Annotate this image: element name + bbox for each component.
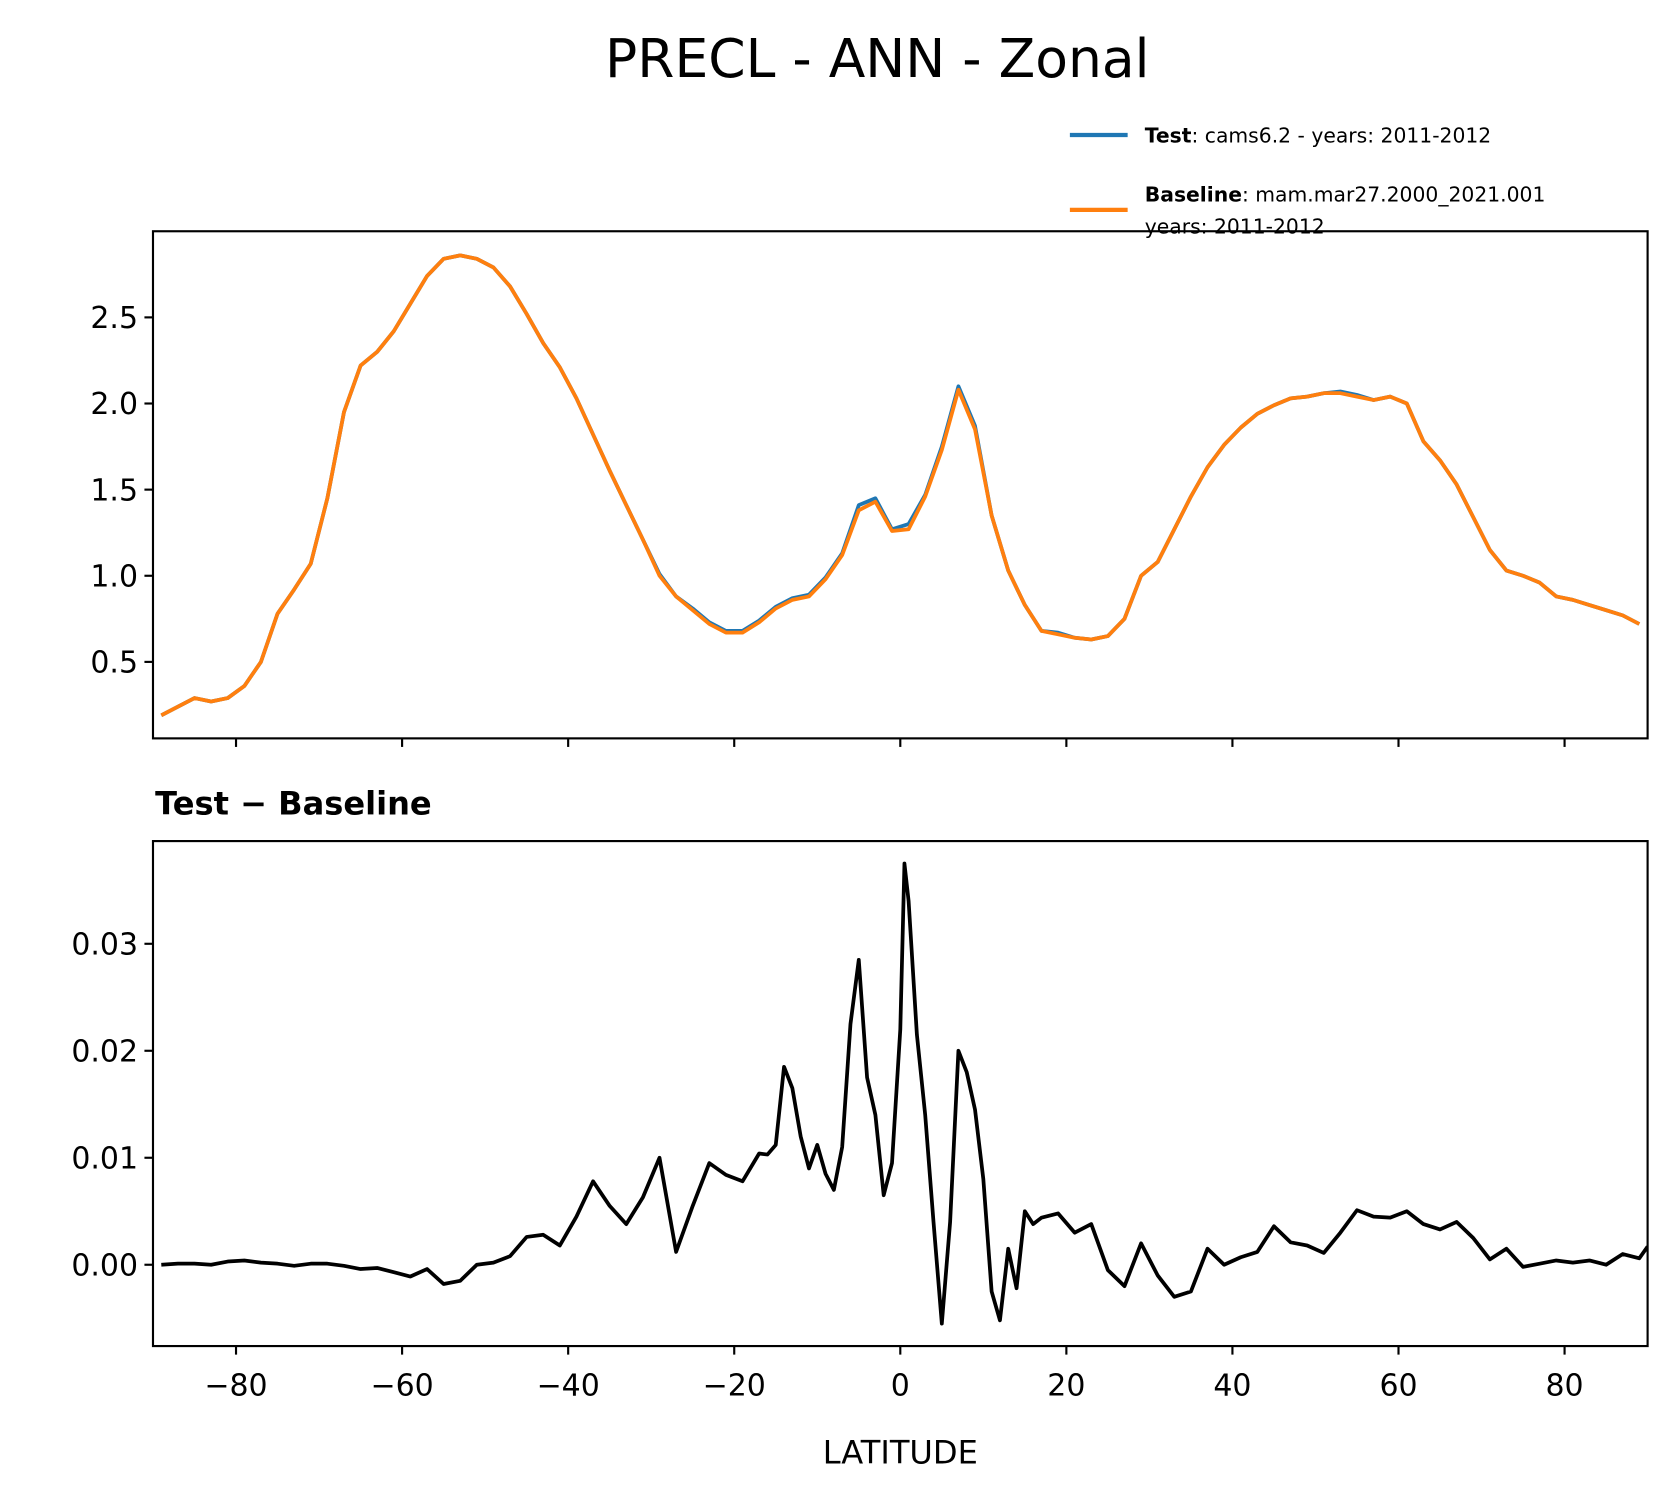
- legend-name: Test: [1145, 123, 1192, 147]
- x-tick-label: −60: [370, 1368, 433, 1403]
- legend-label: Baseline: mam.mar27.2000_2021.001: [1145, 182, 1546, 207]
- y-tick-label: 0.03: [71, 927, 138, 962]
- x-tick-label: −80: [204, 1368, 267, 1403]
- y-tick-label: 2.5: [90, 301, 138, 336]
- legend-description: : mam.mar27.2000_2021.001: [1242, 182, 1545, 207]
- x-tick-label: 60: [1379, 1368, 1417, 1403]
- axes-title: Test − Baseline: [155, 784, 432, 822]
- axes-frame: [151, 840, 1649, 1348]
- x-tick-label: 20: [1047, 1368, 1085, 1403]
- x-tick-label: 0: [891, 1368, 910, 1403]
- y-tick-label: 1.5: [90, 473, 138, 508]
- y-tick-label: 0.5: [90, 646, 138, 681]
- y-tick-label: 2.0: [90, 387, 138, 422]
- legend-label: years: 2011-2012: [1145, 214, 1325, 238]
- x-tick-label: −20: [703, 1368, 766, 1403]
- y-tick-label: 0.00: [71, 1248, 138, 1283]
- y-tick-label: 1.0: [90, 559, 138, 594]
- legend-description: : cams6.2 - years: 2011-2012: [1191, 123, 1491, 147]
- y-tick-label: 0.02: [71, 1034, 138, 1069]
- x-tick-label: 40: [1213, 1368, 1251, 1403]
- legend-label: Test: cams6.2 - years: 2011-2012: [1145, 123, 1491, 147]
- legend-description: years: 2011-2012: [1145, 214, 1325, 238]
- x-tick-label: 80: [1546, 1368, 1584, 1403]
- line-series: [161, 861, 1648, 1326]
- x-tick-label: −40: [537, 1368, 600, 1403]
- figure-title: PRECL - ANN - Zonal: [605, 27, 1149, 90]
- line-series: [160, 253, 1641, 717]
- axes-frame: [151, 230, 1649, 740]
- y-tick-label: 0.01: [71, 1141, 138, 1176]
- x-axis-label: LATITUDE: [823, 1434, 978, 1472]
- legend-name: Baseline: [1145, 182, 1242, 206]
